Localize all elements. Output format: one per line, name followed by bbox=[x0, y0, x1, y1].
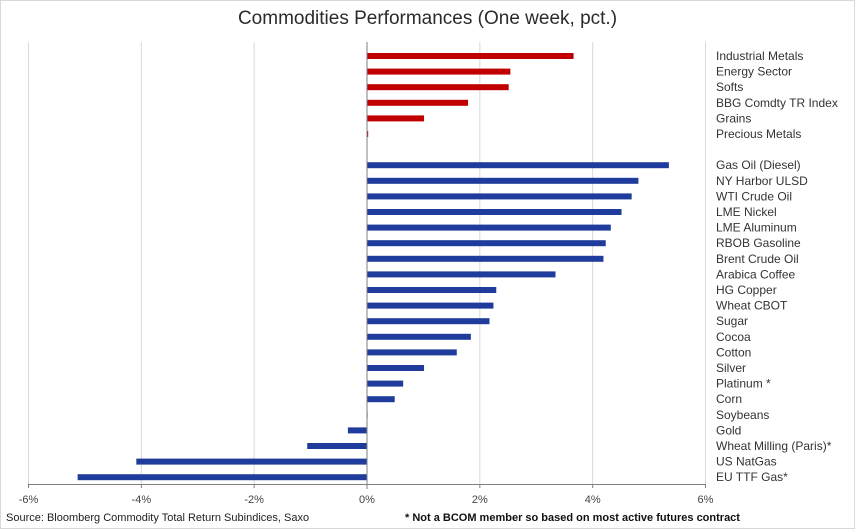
bar-arabica-coffee bbox=[366, 271, 556, 278]
bar-gas-oil-diesel bbox=[366, 162, 669, 169]
bar-sugar bbox=[366, 318, 490, 325]
bar-ny-harbor-ulsd bbox=[366, 177, 639, 184]
bar-cotton bbox=[366, 349, 457, 356]
bar-lme-aluminum bbox=[366, 224, 611, 231]
category-label: Softs bbox=[716, 80, 743, 94]
category-label: Gas Oil (Diesel) bbox=[716, 158, 801, 172]
category-label: Energy Sector bbox=[716, 65, 792, 79]
category-label: Cotton bbox=[716, 345, 751, 359]
category-label: Platinum * bbox=[716, 377, 771, 391]
category-label: Corn bbox=[716, 392, 742, 406]
bar-grains bbox=[366, 115, 425, 122]
bar-rbob-gasoline bbox=[366, 240, 606, 247]
x-tick-label: -2% bbox=[244, 494, 264, 506]
category-label: Gold bbox=[716, 423, 741, 437]
category-label: LME Aluminum bbox=[716, 221, 797, 235]
category-label: Arabica Coffee bbox=[716, 267, 795, 281]
category-label: US NatGas bbox=[716, 455, 777, 469]
category-label: HG Copper bbox=[716, 283, 777, 297]
bar-wheat-cbot bbox=[366, 302, 494, 309]
x-tick-label: 4% bbox=[585, 494, 601, 506]
bar-energy-sector bbox=[366, 68, 511, 75]
chart-title: Commodities Performances (One week, pct.… bbox=[237, 8, 618, 29]
bar-cocoa bbox=[366, 333, 471, 340]
bar-brent-crude-oil bbox=[366, 255, 604, 262]
category-label: Wheat Milling (Paris)* bbox=[716, 439, 832, 453]
bar-gold bbox=[347, 427, 367, 434]
category-label: Brent Crude Oil bbox=[716, 252, 799, 266]
category-label: Industrial Metals bbox=[716, 49, 803, 63]
source-note: Source: Bloomberg Commodity Total Return… bbox=[6, 512, 310, 524]
x-tick-label: 0% bbox=[359, 494, 375, 506]
category-label: RBOB Gasoline bbox=[716, 236, 801, 250]
x-tick-label: -6% bbox=[19, 494, 39, 506]
category-label: Grains bbox=[716, 111, 751, 125]
category-label: WTI Crude Oil bbox=[716, 189, 792, 203]
category-label: Cocoa bbox=[716, 330, 751, 344]
x-tick-label: 6% bbox=[698, 494, 714, 506]
x-tick-label: 2% bbox=[472, 494, 488, 506]
category-label: LME Nickel bbox=[716, 205, 777, 219]
bar-silver bbox=[366, 365, 425, 371]
category-label: Wheat CBOT bbox=[716, 299, 788, 313]
bar-eu-ttf-gas bbox=[77, 474, 367, 481]
category-label: NY Harbor ULSD bbox=[716, 174, 808, 188]
bar-corn bbox=[366, 396, 395, 403]
bar-hg-copper bbox=[366, 287, 497, 293]
bar-wheat-milling-paris bbox=[307, 443, 367, 449]
category-label: Soybeans bbox=[716, 408, 769, 422]
bar-us-natgas bbox=[136, 458, 367, 465]
category-label: Silver bbox=[716, 361, 746, 375]
bar-industrial-metals bbox=[366, 53, 574, 59]
bar-softs bbox=[366, 84, 509, 91]
category-label: Precious Metals bbox=[716, 127, 801, 141]
category-label: EU TTF Gas* bbox=[716, 470, 788, 484]
x-tick-label: -4% bbox=[132, 494, 152, 506]
footnote: * Not a BCOM member so based on most act… bbox=[405, 512, 740, 524]
bar-wti-crude-oil bbox=[366, 193, 632, 200]
category-label: Sugar bbox=[716, 314, 748, 328]
bar-platinum bbox=[366, 380, 404, 387]
bar-bbg-comdty-tr-index bbox=[366, 99, 469, 106]
bar-lme-nickel bbox=[366, 209, 622, 215]
category-label: BBG Comdty TR Index bbox=[716, 96, 838, 110]
